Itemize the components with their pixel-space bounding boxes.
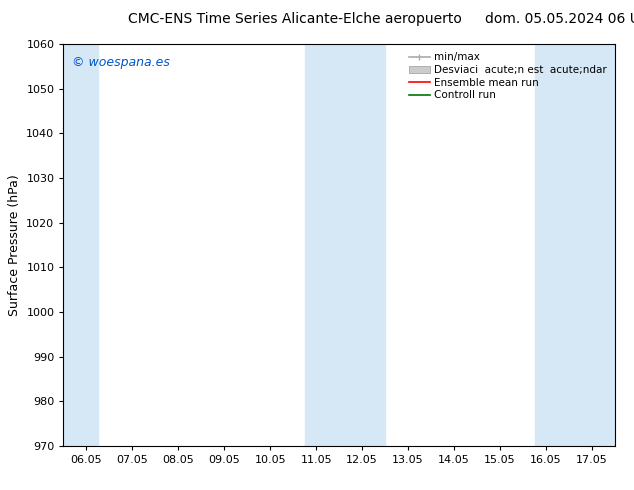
Bar [63, 44, 98, 446]
Text: CMC-ENS Time Series Alicante-Elche aeropuerto: CMC-ENS Time Series Alicante-Elche aerop… [128, 12, 462, 26]
Bar [534, 44, 615, 446]
Legend: min/max, Desviaci  acute;n est  acute;ndar, Ensemble mean run, Controll run: min/max, Desviaci acute;n est acute;ndar… [406, 49, 610, 103]
Text: dom. 05.05.2024 06 UTC: dom. 05.05.2024 06 UTC [484, 12, 634, 26]
Y-axis label: Surface Pressure (hPa): Surface Pressure (hPa) [8, 174, 21, 316]
Text: © woespana.es: © woespana.es [72, 56, 169, 69]
Bar [305, 44, 385, 446]
